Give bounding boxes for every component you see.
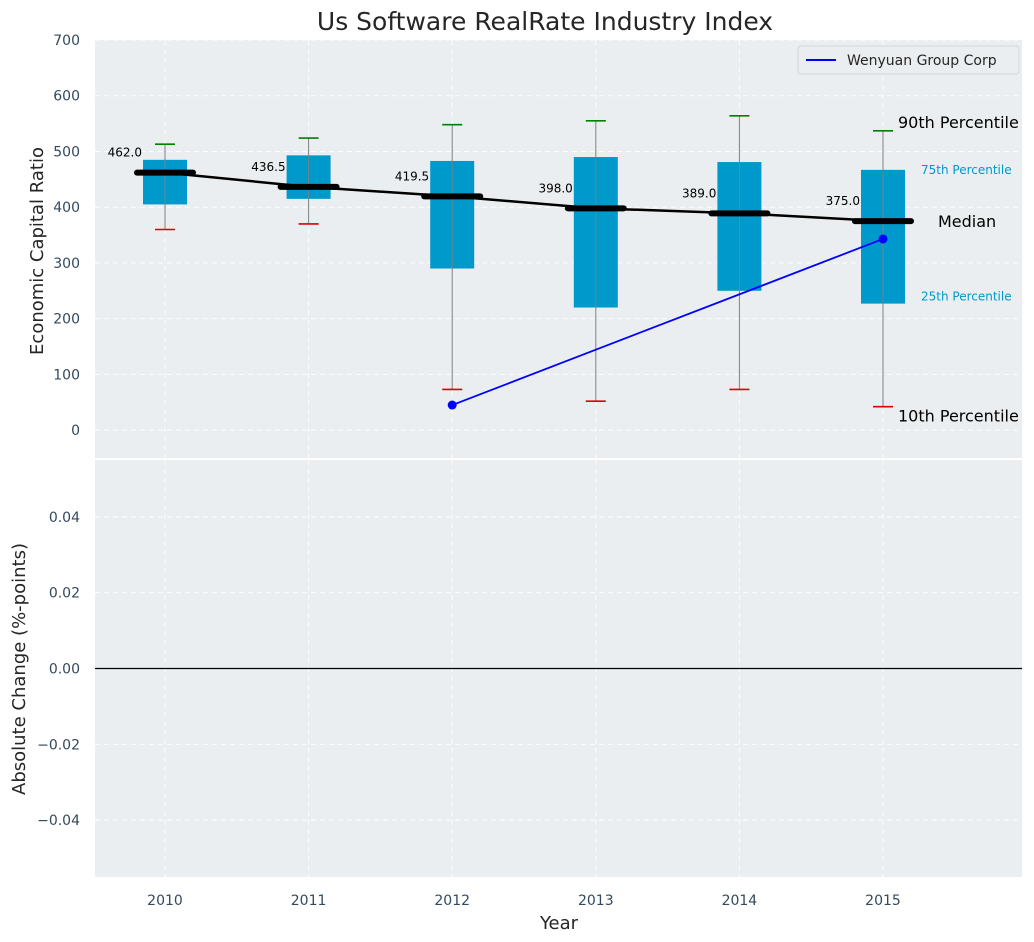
median-value-label: 375.0 [826,194,860,208]
y-tick-label: 400 [53,200,80,216]
y-tick-label: 100 [53,367,80,383]
legend-box [797,45,1020,75]
x-tick-label: 2014 [722,893,758,909]
series-point [878,234,888,244]
x-axis-label: Year [539,913,579,934]
y-tick-label: 300 [53,256,80,272]
annotation-p90: 90th Percentile [898,113,1019,132]
median-value-label: 389.0 [682,186,716,200]
y-tick-label: 700 [53,33,80,49]
legend-entry: Wenyuan Group Corp [847,53,997,69]
y-tick-label: 0.02 [49,586,80,602]
series-point [447,400,457,410]
median-value-labels: 462.0 436.5 419.5 398.0 389.0 375.0 [108,146,860,208]
top-y-tick-labels: 0 100 200 300 400 500 600 700 [53,33,80,439]
y-tick-label: −0.04 [37,813,80,829]
top-y-axis-label: Economic Capital Ratio [27,147,48,355]
median-value-label: 436.5 [251,160,285,174]
annotation-p75: 75th Percentile [921,163,1012,177]
y-tick-label: 0.00 [49,662,80,678]
x-tick-label: 2010 [147,893,183,909]
x-tick-label: 2011 [291,893,327,909]
x-tick-label: 2015 [865,893,901,909]
annotation-p10: 10th Percentile [898,407,1019,426]
y-tick-label: −0.02 [37,737,80,753]
chart-title: Us Software RealRate Industry Index [317,7,773,36]
annotation-median: Median [938,212,996,231]
y-tick-label: 200 [53,312,80,328]
y-tick-label: 500 [53,144,80,160]
x-tick-label: 2013 [578,893,614,909]
bottom-panel: −0.04−0.020.000.020.04 2010 2011 2012 2013 2… [9,460,1022,934]
legend: Wenyuan Group Corp [797,45,1020,75]
median-trend [164,171,884,223]
median-value-label: 398.0 [538,181,572,195]
median-value-label: 419.5 [395,169,429,183]
bottom-y-axis-label: Absolute Change (%-points) [9,543,30,795]
bottom-y-tick-labels: −0.04 −0.02 0.00 0.02 0.04 [37,510,80,829]
box-plots [134,114,914,408]
median-line [164,171,884,223]
x-tick-labels: 2010 2011 2012 2013 2014 2015 [147,893,901,909]
series-line [451,238,884,406]
x-tick-label: 2012 [434,893,470,909]
company-series [447,234,888,410]
y-tick-label: 600 [53,89,80,105]
top-panel: 0 100 200 300 400 500 600 700 462.0 436.5 419.5 39… [27,33,1022,458]
annotation-p25: 25th Percentile [921,290,1012,304]
percentile-annotations: 90th Percentile 75th Percentile Median 25th… [898,113,1019,426]
median-value-label: 462.0 [108,146,142,160]
y-tick-label: 0.04 [49,510,80,526]
y-tick-label: 0 [71,423,80,439]
